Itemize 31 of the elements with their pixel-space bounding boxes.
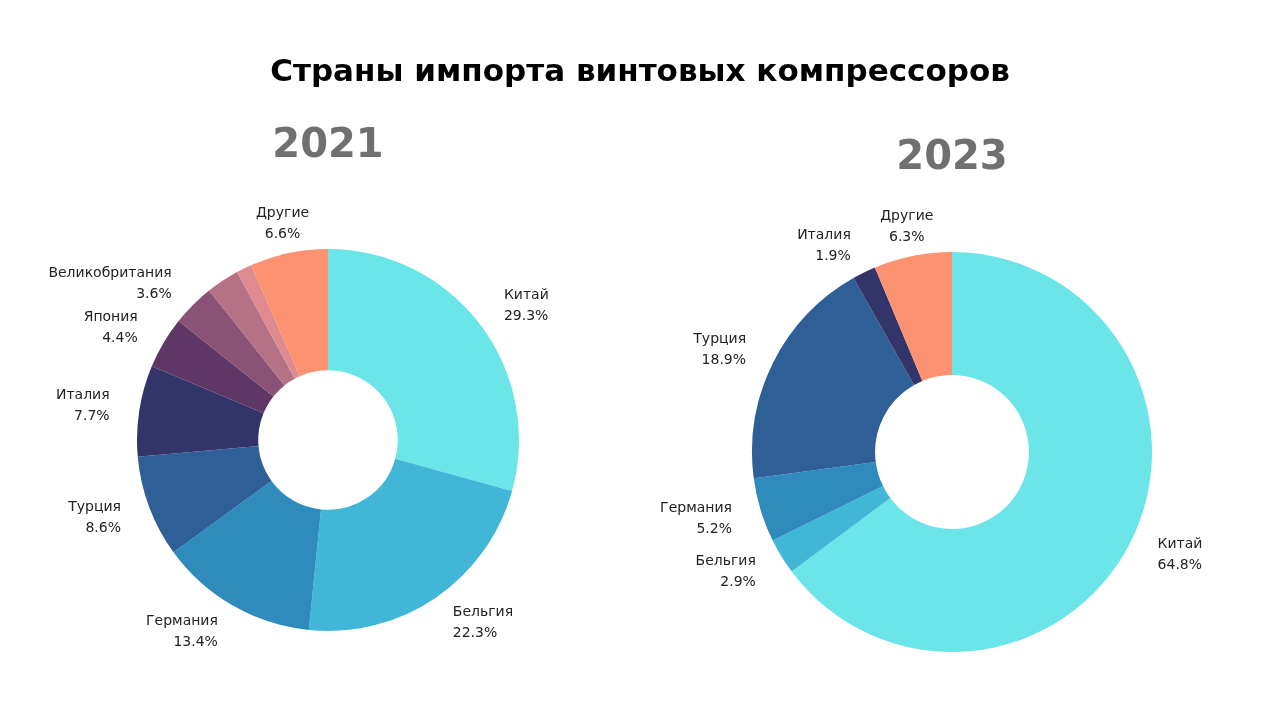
data-label: 64.8% <box>1157 556 1203 573</box>
slice-label: Бельгия <box>452 602 514 619</box>
data-label: 8.6% <box>85 518 122 535</box>
data-label: 2.9% <box>720 573 756 590</box>
data-label: 6.6% <box>264 224 301 241</box>
slice-label: Япония <box>83 307 138 324</box>
chart-subtitle: 2023 <box>895 132 1009 178</box>
slice-label: Другие <box>880 206 934 223</box>
data-label: 7.7% <box>74 407 110 424</box>
slice-label: Китай <box>503 286 549 303</box>
data-label: 6.3% <box>888 227 925 244</box>
data-label: 29.3% <box>503 307 549 324</box>
data-label: 5.2% <box>696 520 732 537</box>
data-label: 4.4% <box>102 328 138 345</box>
slice-label: Италия <box>55 386 110 403</box>
slice-label: Германия <box>146 611 218 628</box>
data-label: 13.4% <box>173 632 218 649</box>
slice-label: Италия <box>797 225 851 242</box>
data-label: 18.9% <box>701 350 747 367</box>
data-label: 3.6% <box>136 284 172 301</box>
slice-label: Турция <box>67 497 122 514</box>
chart-subtitle: 2021 <box>271 120 385 166</box>
data-label: 22.3% <box>452 623 498 640</box>
slice-label: Китай <box>1157 535 1203 552</box>
slice-label: Бельгия <box>695 552 756 569</box>
slice-label: Германия <box>660 499 732 516</box>
data-label: 1.9% <box>815 246 851 263</box>
text: Страны импорта винтовых компрессоров <box>269 52 1011 88</box>
slice-label: Великобритания <box>48 263 172 280</box>
slice-label: Другие <box>255 203 310 220</box>
slice-label: Турция <box>692 329 747 346</box>
